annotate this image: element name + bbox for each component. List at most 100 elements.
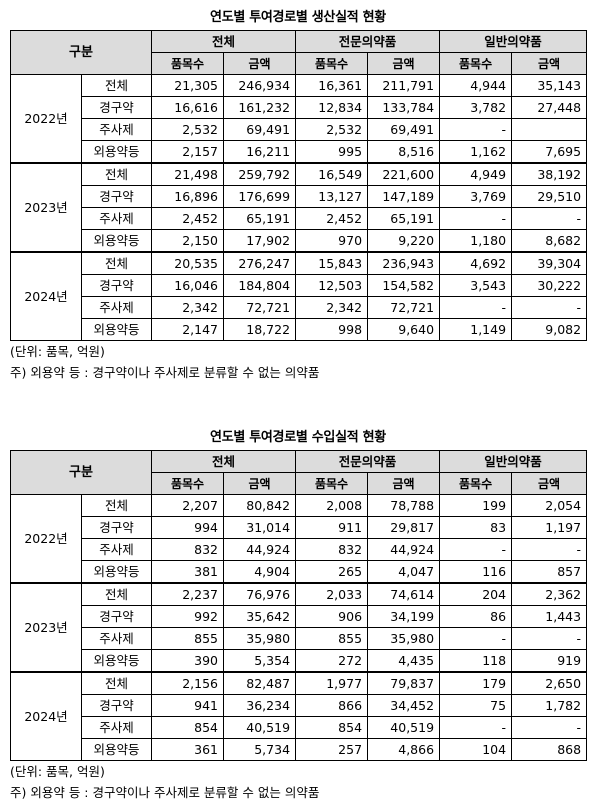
unit-note: (단위: 품목, 억원) (10, 764, 105, 779)
category-cell: 경구약 (80, 694, 153, 717)
table-row: 주사제 854 40,519 854 40,519- - (11, 716, 588, 739)
header-group-otc: 일반의약품 (439, 450, 588, 473)
year-cell: 2022년 (10, 494, 82, 584)
value-cell: 9,082 (511, 318, 588, 341)
value-cell: 34,452 (367, 694, 441, 717)
table-header: 구분 전체 전문의약품 일반의약품 품목수 금액 품목수 금액 품목수 금액 (9, 30, 588, 75)
value-cell: 1,197 (511, 516, 588, 539)
value-cell: 12,503 (295, 274, 369, 297)
value-cell: 40,519 (223, 716, 297, 739)
value-cell: 39,304 (511, 251, 588, 275)
year-cell: 2023년 (10, 162, 82, 253)
value-cell: 78,788 (367, 494, 441, 517)
value-cell: 118 (439, 649, 513, 673)
value-cell: 7,695 (511, 140, 588, 164)
category-cell: 주사제 (80, 118, 153, 141)
value-cell: 16,211 (223, 140, 297, 164)
value-cell: 1,782 (511, 694, 588, 717)
category-cell: 주사제 (80, 538, 153, 561)
value-cell: 2,532 (295, 118, 369, 141)
year-cell: 2024년 (10, 671, 82, 761)
table-row: 경구약 16,046 184,804 12,503 154,582 3,543 30,222 (11, 274, 588, 297)
value-cell: 2,650 (511, 671, 588, 695)
value-cell: 970 (295, 229, 369, 253)
table-row: 주사제 2,452 65,191 2,452 65,191- - (11, 207, 588, 230)
header-sub-count: 품목수 (295, 52, 369, 75)
value-cell: 4,904 (223, 560, 297, 584)
value-cell: 211,791 (367, 74, 441, 97)
value-cell: 381 (151, 560, 225, 584)
table-row: 2023년 전체 2,237 76,976 2,033 74,614 204 2,362 (10, 582, 588, 673)
value-cell: 390 (151, 649, 225, 673)
category-cell: 경구약 (80, 274, 153, 297)
table-row: 외용약등 2,147 18,722 998 9,640 1,149 9,082 (11, 318, 588, 341)
header-sub-count: 품목수 (151, 472, 225, 495)
category-cell: 주사제 (80, 296, 153, 319)
table-body: 2022년 전체 21,305 246,934 16,361 211,791 4,944 35… (10, 74, 588, 341)
header-sub-amount: 금액 (223, 472, 297, 495)
value-cell: 161,232 (223, 96, 297, 119)
import-section: 연도별 투여경로별 수입실적 현황 구분 전체 전문의약품 일반의약품 품목수 … (9, 426, 588, 803)
table-row: 2024년 전체 2,156 82,487 1,977 79,837 179 2,650 (10, 671, 588, 761)
value-cell: 4,944 (439, 74, 513, 97)
category-cell: 외용약등 (80, 229, 153, 253)
value-cell: 69,491 (367, 118, 441, 141)
value-cell: 16,361 (295, 74, 369, 97)
value-cell: 82,487 (223, 671, 297, 695)
value-cell: - (439, 207, 513, 230)
value-cell: 2,342 (295, 296, 369, 319)
value-cell: - (511, 538, 588, 561)
value-cell: 2,237 (151, 582, 225, 606)
value-cell: 919 (511, 649, 588, 673)
table-row: 2022년 전체 2,207 80,842 2,008 78,788 199 2,054 (10, 494, 588, 584)
value-cell: 2,452 (295, 207, 369, 230)
table-row: 주사제 832 44,924 832 44,924- - (11, 538, 588, 561)
header-sub-count: 품목수 (151, 52, 225, 75)
table-row: 2023년 전체 21,498 259,792 16,549 221,600 4,949 38… (10, 162, 588, 253)
table-row: 2024년 전체 20,535 276,247 15,843 236,943 4,692 39… (10, 251, 588, 341)
value-cell: 2,156 (151, 671, 225, 695)
table-row: 경구약 941 36,234 866 34,452 75 1,782 (11, 694, 588, 717)
value-cell: 44,924 (223, 538, 297, 561)
value-cell: 17,902 (223, 229, 297, 253)
value-cell: 35,980 (223, 627, 297, 650)
category-cell: 외용약등 (80, 560, 153, 584)
header-group-total: 전체 (151, 450, 297, 473)
table-row: 외용약등 361 5,734 257 4,866 104 868 (11, 738, 588, 761)
header-group-total: 전체 (151, 30, 297, 53)
value-cell: 832 (151, 538, 225, 561)
table-title: 연도별 투여경로별 생산실적 현황 (210, 10, 386, 25)
value-cell: 204 (439, 582, 513, 606)
category-cell: 주사제 (80, 627, 153, 650)
table-row: 외용약등 381 4,904 265 4,047 116 857 (11, 560, 588, 584)
value-cell: 199 (439, 494, 513, 517)
header-gubun: 구분 (9, 30, 153, 75)
value-cell: 1,180 (439, 229, 513, 253)
header-sub-amount: 금액 (511, 52, 588, 75)
category-cell: 전체 (80, 162, 153, 186)
value-cell: 221,600 (367, 162, 441, 186)
category-cell: 경구약 (80, 516, 153, 539)
value-cell: 179 (439, 671, 513, 695)
header-sub-count: 품목수 (439, 52, 513, 75)
value-cell: 13,127 (295, 185, 369, 208)
value-cell: 38,192 (511, 162, 588, 186)
value-cell: 2,452 (151, 207, 225, 230)
value-cell: 1,162 (439, 140, 513, 164)
category-cell: 전체 (80, 74, 153, 97)
value-cell: 941 (151, 694, 225, 717)
value-cell: 4,866 (367, 738, 441, 761)
value-cell: 79,837 (367, 671, 441, 695)
value-cell: - (439, 716, 513, 739)
value-cell: 2,342 (151, 296, 225, 319)
value-cell: 35,642 (223, 605, 297, 628)
value-cell: 259,792 (223, 162, 297, 186)
category-cell: 외용약등 (80, 738, 153, 761)
category-cell: 전체 (80, 582, 153, 606)
header-sub-amount: 금액 (223, 52, 297, 75)
value-cell: 9,220 (367, 229, 441, 253)
value-cell: 35,980 (367, 627, 441, 650)
value-cell: 29,817 (367, 516, 441, 539)
value-cell: 83 (439, 516, 513, 539)
value-cell: 21,305 (151, 74, 225, 97)
